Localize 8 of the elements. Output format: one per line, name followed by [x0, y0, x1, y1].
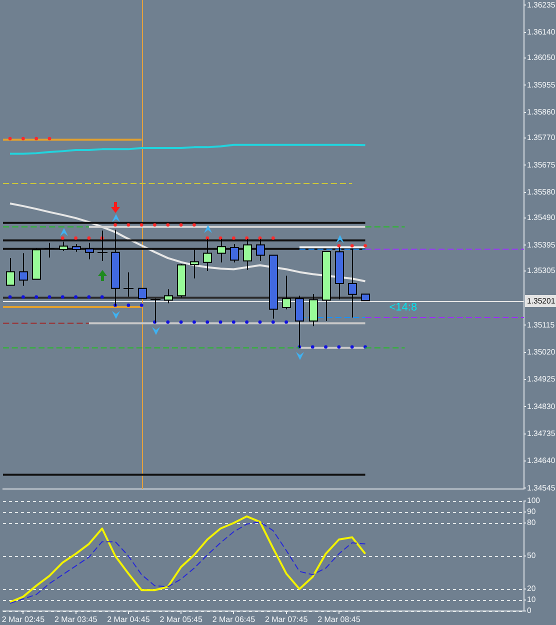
x-tick-label: 2 Mar 07:45 [264, 615, 308, 624]
x-tick-label: 2 Mar 02:45 [2, 615, 46, 624]
x-tick-label: 2 Mar 06:45 [212, 615, 256, 624]
x-tick-label: 2 Mar 03:45 [54, 615, 98, 624]
x-tick-label: 2 Mar 04:45 [107, 615, 150, 624]
x-tick-label: 2 Mar 05:45 [160, 615, 203, 624]
x-tick-label: 2 Mar 08:45 [318, 615, 361, 624]
annotation: <14:8 [389, 302, 418, 314]
